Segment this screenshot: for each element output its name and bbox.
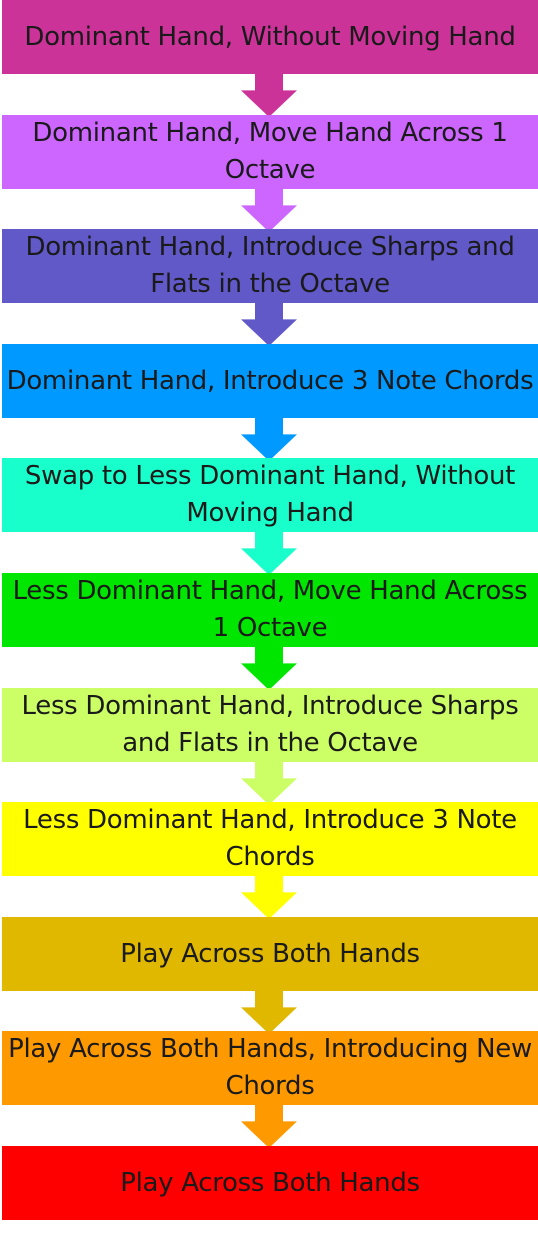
step-box-7: Less Dominant Hand, Introduce Sharps and… bbox=[2, 688, 538, 762]
arrow-shape bbox=[241, 874, 297, 919]
down-arrow-icon bbox=[241, 301, 297, 346]
arrow-shape bbox=[241, 301, 297, 346]
step-label-2: Dominant Hand, Move Hand Across 1 Octave bbox=[32, 118, 508, 185]
step-box-4: Dominant Hand, Introduce 3 Note Chords bbox=[2, 344, 538, 418]
step-label-9: Play Across Both Hands bbox=[120, 938, 420, 969]
down-arrow-icon bbox=[241, 874, 297, 919]
step-box-9: Play Across Both Hands bbox=[2, 917, 538, 991]
step-box-10: Play Across Both Hands, Introducing New … bbox=[2, 1031, 538, 1105]
step-box-11: Play Across Both Hands bbox=[2, 1146, 538, 1220]
down-arrow-icon bbox=[241, 530, 297, 575]
step-label-5: Swap to Less Dominant Hand, Without Movi… bbox=[24, 461, 516, 528]
arrow-shape bbox=[241, 530, 297, 575]
arrow-shape bbox=[241, 1103, 297, 1148]
arrow-shape bbox=[241, 645, 297, 690]
step-label-7: Less Dominant Hand, Introduce Sharps and… bbox=[21, 691, 519, 758]
arrow-shape bbox=[241, 416, 297, 461]
step-box-1: Dominant Hand, Without Moving Hand bbox=[2, 0, 538, 74]
down-arrow-icon bbox=[241, 989, 297, 1034]
step-label-1: Dominant Hand, Without Moving Hand bbox=[24, 21, 516, 52]
step-box-3: Dominant Hand, Introduce Sharps and Flat… bbox=[2, 229, 538, 303]
step-label-3: Dominant Hand, Introduce Sharps and Flat… bbox=[25, 232, 515, 299]
down-arrow-icon bbox=[241, 760, 297, 805]
arrow-shape bbox=[241, 187, 297, 232]
arrow-shape bbox=[241, 989, 297, 1034]
down-arrow-icon bbox=[241, 416, 297, 461]
step-box-8: Less Dominant Hand, Introduce 3 Note Cho… bbox=[2, 802, 538, 876]
step-box-5: Swap to Less Dominant Hand, Without Movi… bbox=[2, 458, 538, 532]
down-arrow-icon bbox=[241, 645, 297, 690]
step-label-8: Less Dominant Hand, Introduce 3 Note Cho… bbox=[23, 805, 517, 872]
down-arrow-icon bbox=[241, 72, 297, 117]
step-label-4: Dominant Hand, Introduce 3 Note Chords bbox=[6, 365, 534, 396]
arrow-shape bbox=[241, 760, 297, 805]
step-label-10: Play Across Both Hands, Introducing New … bbox=[8, 1034, 532, 1101]
step-box-6: Less Dominant Hand, Move Hand Across 1 O… bbox=[2, 573, 538, 647]
arrow-shape bbox=[241, 72, 297, 117]
step-label-11: Play Across Both Hands bbox=[120, 1167, 420, 1198]
step-box-2: Dominant Hand, Move Hand Across 1 Octave bbox=[2, 115, 538, 189]
down-arrow-icon bbox=[241, 187, 297, 232]
down-arrow-icon bbox=[241, 1103, 297, 1148]
step-label-6: Less Dominant Hand, Move Hand Across 1 O… bbox=[12, 576, 528, 643]
